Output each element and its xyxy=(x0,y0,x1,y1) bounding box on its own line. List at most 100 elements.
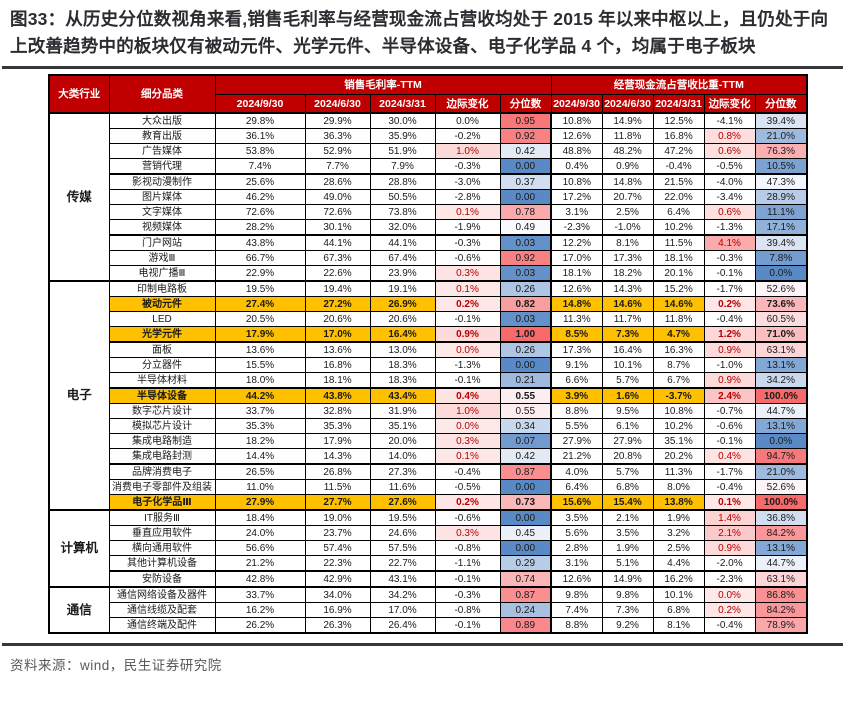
gm-change: 0.2% xyxy=(434,494,501,511)
header-cf-change: 边际变化 xyxy=(703,94,756,114)
gm-percentile: 0.55 xyxy=(499,387,552,404)
table-row: 门户网站 43.8% 44.1% 44.1% -0.3% 0.03 12.2% 8.1% 11.… xyxy=(49,234,808,251)
cf-change: -1.7% xyxy=(703,280,756,297)
gm-change: -0.5% xyxy=(434,479,501,495)
gm-value-2: 13.6% xyxy=(304,341,371,358)
cf-value-2: 5.7% xyxy=(601,463,654,480)
cf-change: -4.0% xyxy=(703,173,756,190)
gm-percentile: 0.34 xyxy=(499,418,552,434)
gm-value-3: 43.4% xyxy=(369,387,436,404)
table-row: 集成电路制造 18.2% 17.9% 20.0% 0.3% 0.07 27.9% 27.9% 3… xyxy=(49,433,808,449)
header-row-dates: 2024/9/30 2024/6/30 2024/3/31 边际变化 分位数 2… xyxy=(49,94,808,114)
cf-value-2: 16.4% xyxy=(601,341,654,358)
cf-value-2: 7.3% xyxy=(601,602,654,618)
segment-name: 电子化学品Ⅲ xyxy=(108,494,216,511)
gm-value-1: 66.7% xyxy=(214,250,306,266)
gm-change: 0.1% xyxy=(434,280,501,297)
cf-value-2: 6.1% xyxy=(601,418,654,434)
gm-percentile: 0.92 xyxy=(499,250,552,266)
header-cf-date3: 2024/3/31 xyxy=(652,94,705,114)
cf-change: -2.3% xyxy=(703,570,756,588)
cf-value-2: 7.3% xyxy=(601,326,654,343)
cf-change: 2.4% xyxy=(703,387,756,404)
gm-value-3: 31.9% xyxy=(369,403,436,419)
cf-value-1: 3.9% xyxy=(550,387,603,404)
gm-percentile: 0.00 xyxy=(499,189,552,205)
segment-name: 通信网络设备及器件 xyxy=(108,586,216,603)
cf-value-2: 14.8% xyxy=(601,173,654,190)
gm-value-1: 15.5% xyxy=(214,357,306,373)
gm-value-1: 43.8% xyxy=(214,234,306,251)
table-row: 光学元件 17.9% 17.0% 16.4% 0.9% 1.00 8.5% 7.3% 4.7% 1… xyxy=(49,326,808,343)
cf-value-2: 3.5% xyxy=(601,525,654,541)
gm-percentile: 0.49 xyxy=(499,219,552,236)
cf-percentile: 13.1% xyxy=(754,540,808,556)
cf-percentile: 84.2% xyxy=(754,602,808,618)
cf-value-1: 12.2% xyxy=(550,234,603,251)
gm-value-1: 27.9% xyxy=(214,494,306,511)
cf-value-1: 17.2% xyxy=(550,189,603,205)
gm-value-3: 13.0% xyxy=(369,341,436,358)
cf-percentile: 0.0% xyxy=(754,265,808,282)
industry-label: 计算机 xyxy=(48,509,110,588)
gm-value-3: 20.6% xyxy=(369,311,436,327)
gm-value-3: 50.5% xyxy=(369,189,436,205)
table-row: 其他计算机设备 21.2% 22.3% 22.7% -1.1% 0.29 3.1% 5.1% 4… xyxy=(49,555,808,572)
cf-value-3: 11.3% xyxy=(652,463,705,480)
cf-change: 1.2% xyxy=(703,326,756,343)
cf-change: -4.1% xyxy=(703,112,756,129)
gm-percentile: 0.03 xyxy=(499,234,552,251)
cf-percentile: 7.8% xyxy=(754,250,808,266)
gm-percentile: 0.24 xyxy=(499,602,552,618)
cf-value-3: 4.4% xyxy=(652,555,705,572)
cf-value-1: 6.4% xyxy=(550,479,603,495)
gm-value-3: 7.9% xyxy=(369,158,436,175)
gm-percentile: 0.37 xyxy=(499,173,552,190)
segment-name: 影视动漫制作 xyxy=(108,173,216,190)
segment-name: 通信线缆及配套 xyxy=(108,602,216,618)
gm-change: 0.3% xyxy=(434,433,501,449)
cf-percentile: 21.0% xyxy=(754,128,808,144)
cf-value-2: 48.2% xyxy=(601,143,654,159)
cf-change: 0.6% xyxy=(703,204,756,220)
cf-value-2: 17.3% xyxy=(601,250,654,266)
cf-value-3: 10.1% xyxy=(652,586,705,603)
cf-percentile: 39.4% xyxy=(754,112,808,129)
cf-value-3: 20.2% xyxy=(652,448,705,465)
cf-percentile: 13.1% xyxy=(754,357,808,373)
cf-change: -0.6% xyxy=(703,418,756,434)
gm-value-2: 18.1% xyxy=(304,372,371,389)
gm-value-3: 28.8% xyxy=(369,173,436,190)
cf-value-2: 6.8% xyxy=(601,479,654,495)
cf-change: -0.1% xyxy=(703,433,756,449)
gm-change: 0.4% xyxy=(434,387,501,404)
cf-percentile: 76.3% xyxy=(754,143,808,159)
header-cf-date2: 2024/6/30 xyxy=(601,94,654,114)
gm-value-2: 27.2% xyxy=(304,296,371,312)
cf-value-3: 8.1% xyxy=(652,617,705,634)
gm-value-3: 16.4% xyxy=(369,326,436,343)
gm-value-3: 27.6% xyxy=(369,494,436,511)
industry-label: 传媒 xyxy=(48,112,110,282)
cf-change: -0.7% xyxy=(703,403,756,419)
gm-value-2: 7.7% xyxy=(304,158,371,175)
gm-value-1: 26.2% xyxy=(214,617,306,634)
cf-change: 4.1% xyxy=(703,234,756,251)
cf-value-3: -0.4% xyxy=(652,158,705,175)
segment-name: 集成电路制造 xyxy=(108,433,216,449)
cf-value-1: 6.6% xyxy=(550,372,603,389)
gm-value-1: 11.0% xyxy=(214,479,306,495)
cf-value-2: 18.2% xyxy=(601,265,654,282)
gm-percentile: 0.92 xyxy=(499,128,552,144)
gm-value-2: 72.6% xyxy=(304,204,371,220)
segment-name: 视频媒体 xyxy=(108,219,216,236)
gm-percentile: 0.73 xyxy=(499,494,552,511)
gm-percentile: 0.78 xyxy=(499,204,552,220)
segment-name: 门户网站 xyxy=(108,234,216,251)
gm-value-1: 16.2% xyxy=(214,602,306,618)
gm-change: -0.3% xyxy=(434,234,501,251)
cf-value-1: 15.6% xyxy=(550,494,603,511)
gm-percentile: 0.74 xyxy=(499,570,552,588)
cf-percentile: 84.2% xyxy=(754,525,808,541)
cf-value-3: 11.8% xyxy=(652,311,705,327)
